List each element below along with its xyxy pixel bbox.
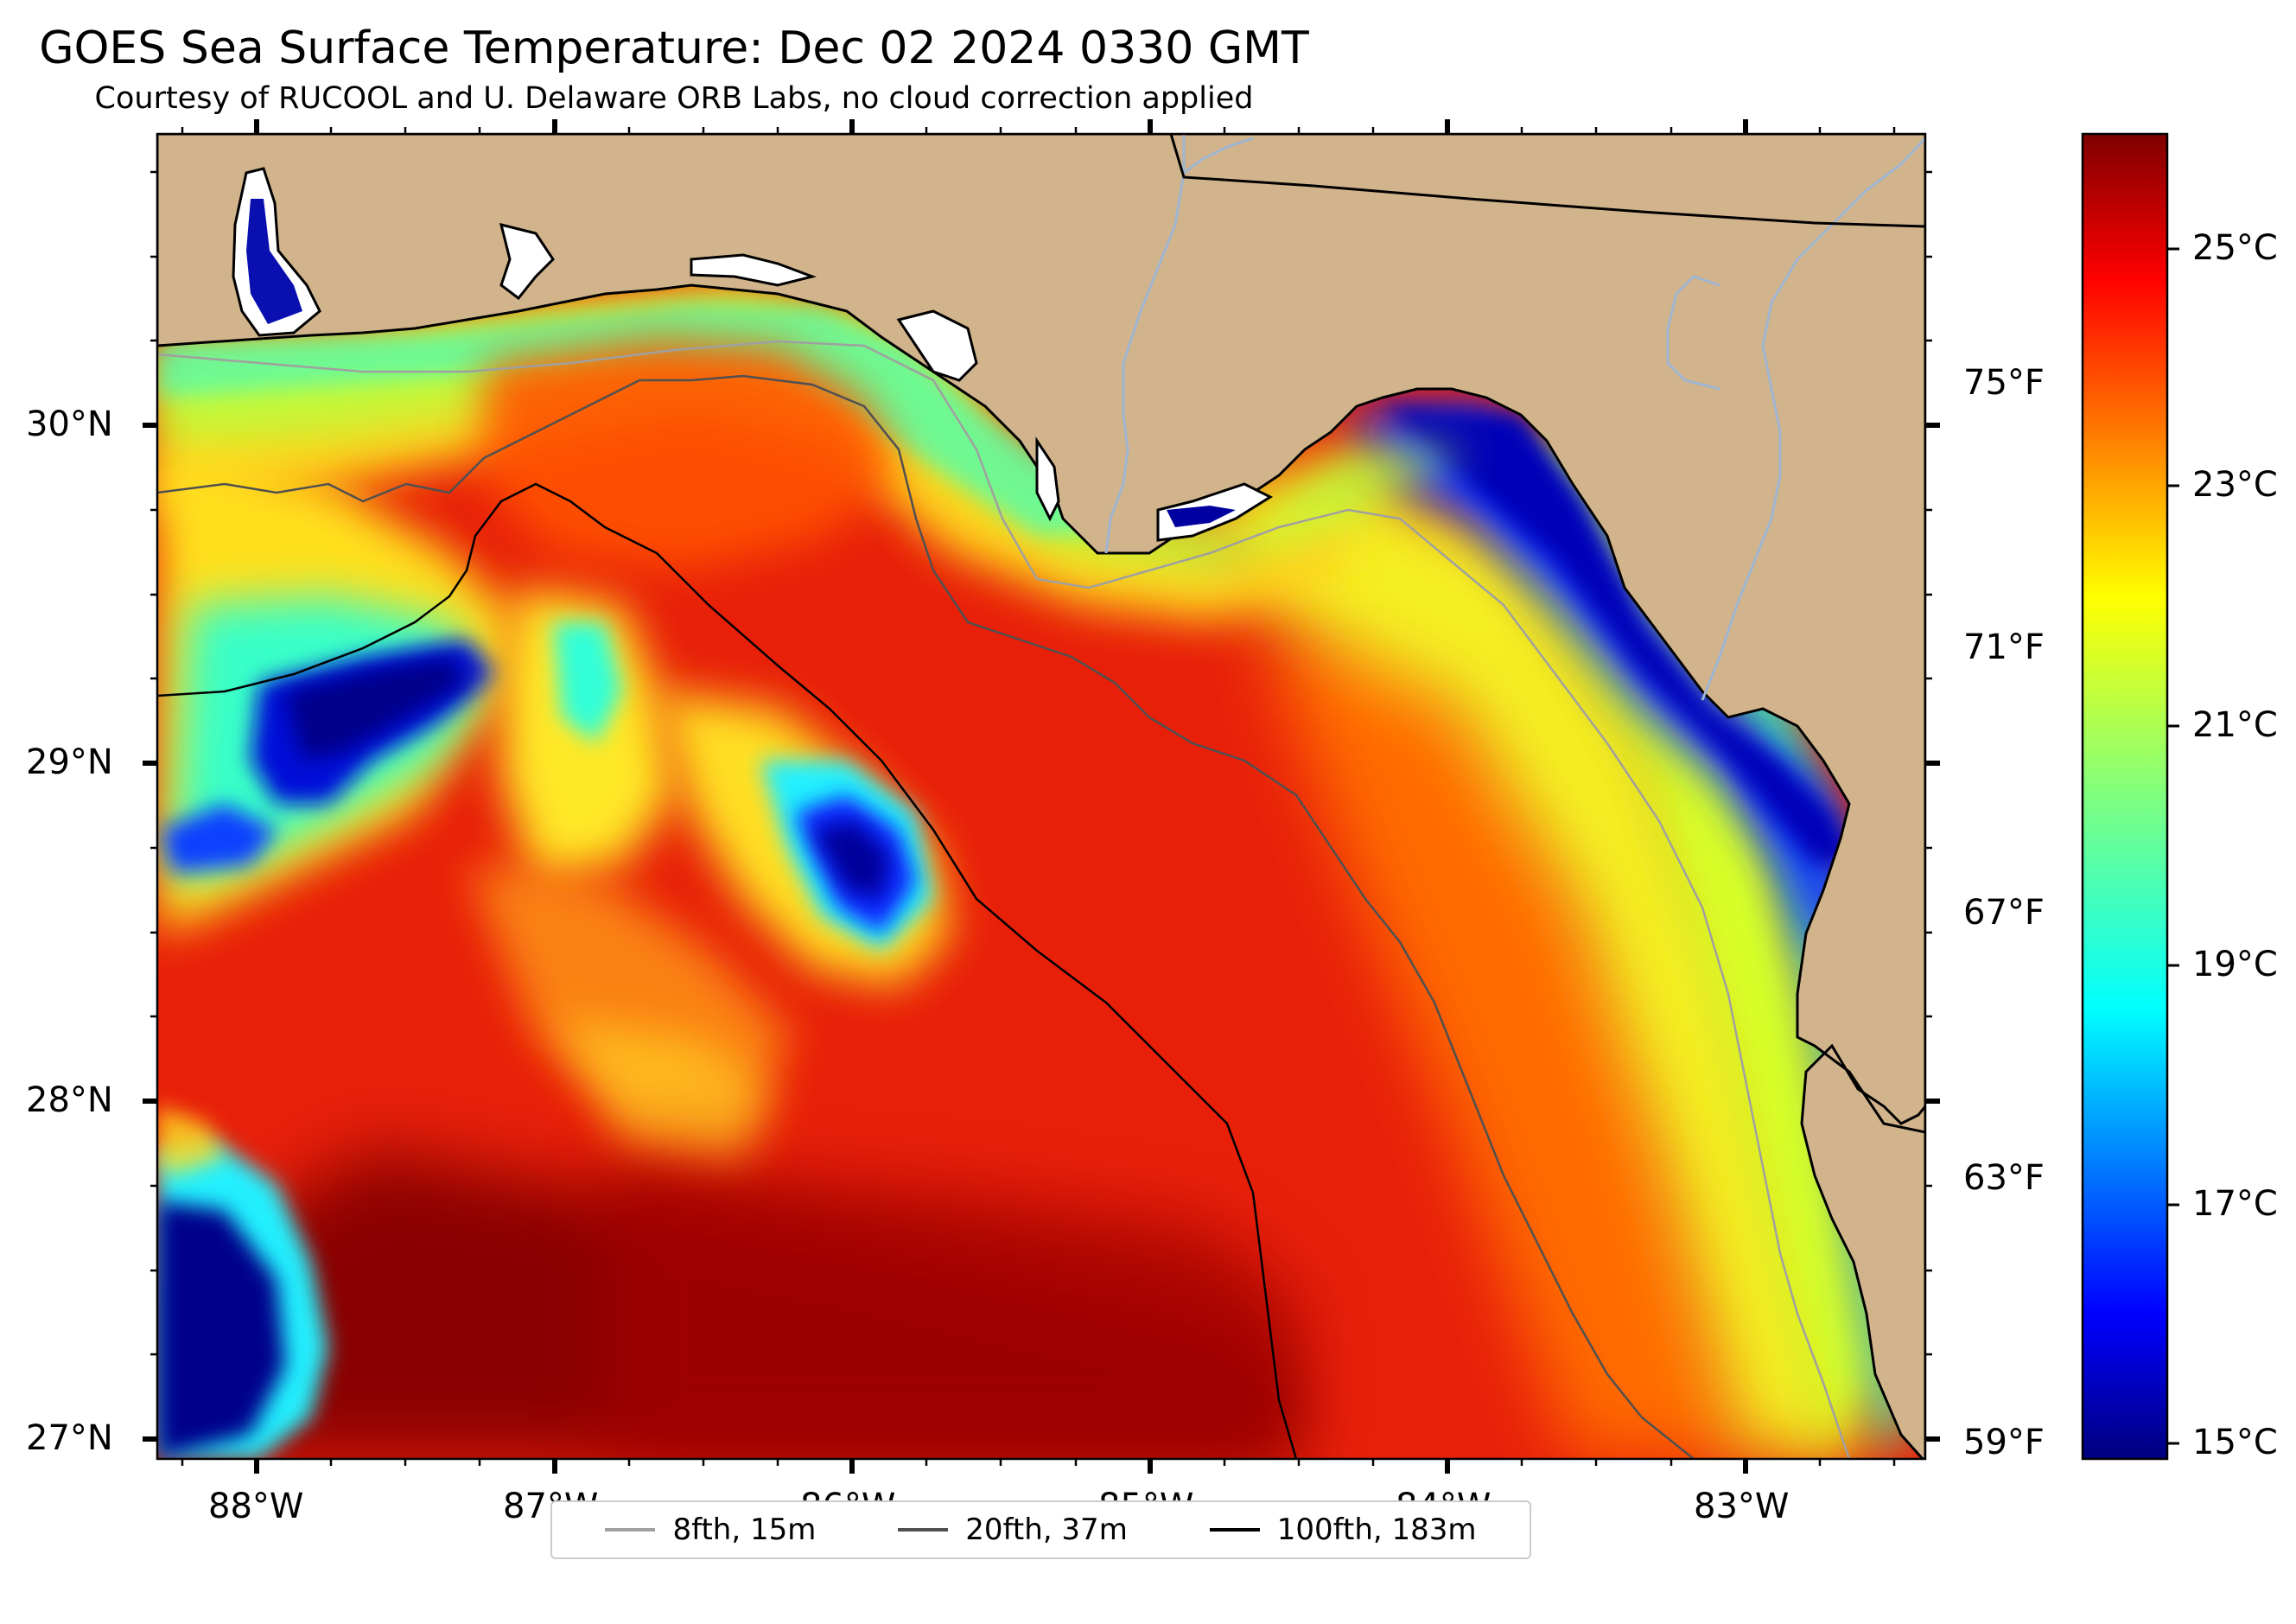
legend-label: 100fth, 183m xyxy=(1276,1513,1477,1547)
colorbar-ticks xyxy=(1925,247,2179,1445)
x-tick-label: 88°W xyxy=(208,1487,304,1526)
map-title: GOES Sea Surface Temperature: Dec 02 202… xyxy=(39,22,1309,74)
major-ticks xyxy=(143,119,1940,1474)
map-frame xyxy=(156,132,1927,1461)
fahrenheit-tick-label: 75°F xyxy=(1963,363,2045,403)
y-tick-label: 29°N xyxy=(26,742,113,782)
legend-label: 8fth, 15m xyxy=(672,1513,817,1547)
legend-item-8fth: 8fth, 15m xyxy=(605,1513,816,1547)
fahrenheit-tick-label: 63°F xyxy=(1963,1158,2045,1198)
minor-ticks xyxy=(150,127,1932,1466)
land xyxy=(157,134,1925,1459)
celsius-tick-label: 19°C xyxy=(2192,945,2278,984)
legend-item-20fth: 20fth, 37m xyxy=(898,1513,1128,1547)
y-tick-label: 27°N xyxy=(26,1418,113,1458)
celsius-tick-label: 21°C xyxy=(2192,705,2278,745)
legend-line-icon xyxy=(605,1528,656,1532)
fahrenheit-tick-label: 71°F xyxy=(1963,627,2045,667)
celsius-tick-label: 15°C xyxy=(2192,1423,2278,1462)
isobaths xyxy=(157,340,1851,1459)
y-tick-label: 30°N xyxy=(26,404,113,444)
celsius-tick-label: 17°C xyxy=(2192,1184,2278,1224)
rivers-and-borders xyxy=(1104,134,1925,701)
legend-line-icon xyxy=(898,1528,949,1532)
fahrenheit-tick-label: 67°F xyxy=(1963,893,2045,933)
isobath-legend: 8fth, 15m 20fth, 37m 100fth, 183m xyxy=(550,1500,1531,1559)
celsius-tick-label: 23°C xyxy=(2192,465,2278,505)
x-tick-label: 83°W xyxy=(1694,1487,1790,1526)
celsius-tick-label: 25°C xyxy=(2192,228,2278,268)
fahrenheit-tick-label: 59°F xyxy=(1963,1423,2045,1462)
legend-item-100fth: 100fth, 183m xyxy=(1209,1513,1477,1547)
colorbar xyxy=(2081,132,2169,1461)
map-subtitle: Courtesy of RUCOOL and U. Delaware ORB L… xyxy=(94,81,1254,116)
y-tick-label: 28°N xyxy=(26,1080,113,1120)
legend-label: 20fth, 37m xyxy=(965,1513,1128,1547)
legend-line-icon xyxy=(1209,1528,1260,1532)
